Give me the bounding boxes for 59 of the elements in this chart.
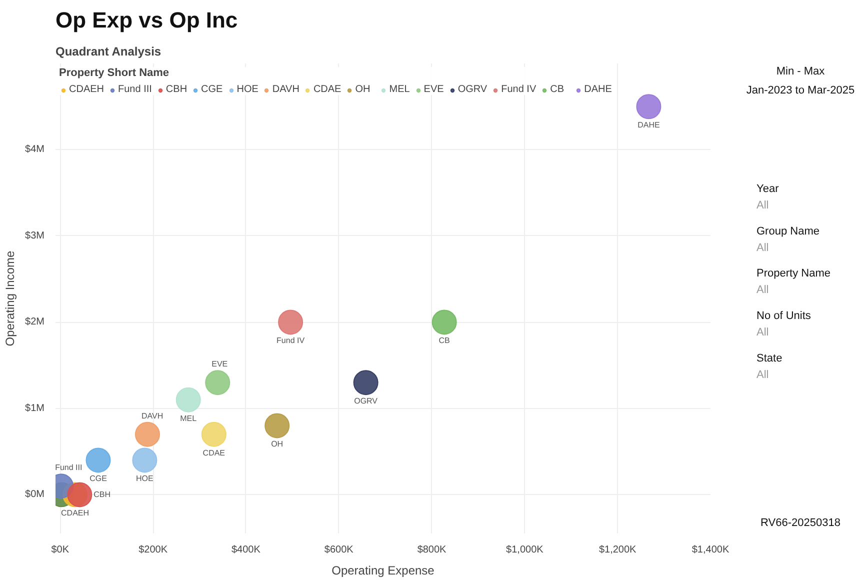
text: CGE bbox=[90, 474, 107, 484]
text: CBH bbox=[94, 490, 111, 500]
legend-label: MEL bbox=[389, 84, 410, 95]
legend-label: Fund IV bbox=[501, 84, 536, 95]
text: DAHE bbox=[638, 120, 660, 130]
y-tick-label: $3M bbox=[25, 230, 44, 242]
y-tick-label: $2M bbox=[25, 316, 44, 328]
text: All bbox=[756, 242, 769, 254]
y-axis-title: Operating Income bbox=[3, 250, 18, 346]
x-tick-label: $200K bbox=[138, 544, 168, 556]
x-tick-label: $800K bbox=[417, 544, 447, 556]
legend-label: EVE bbox=[424, 84, 444, 95]
x-tick-label: $0K bbox=[51, 544, 70, 556]
text: Jan-2023 to Mar-2025 bbox=[746, 84, 855, 96]
x-tick-label: $1,000K bbox=[506, 544, 544, 556]
chart-subtitle: Quadrant Analysis bbox=[56, 44, 162, 58]
text: All bbox=[756, 200, 769, 212]
text: All bbox=[756, 368, 769, 381]
y-tick-label: $0M bbox=[25, 489, 44, 500]
legend-label: CDAE bbox=[313, 84, 342, 95]
text: CDAE bbox=[202, 448, 226, 458]
text: OH bbox=[271, 440, 284, 449]
x-axis-title: Operating Expense bbox=[332, 564, 435, 578]
text: All bbox=[756, 284, 769, 296]
legend-label: CB bbox=[550, 84, 566, 95]
legend-label: CGE bbox=[201, 84, 223, 95]
chart-title: Op Exp vs Op Inc bbox=[56, 8, 238, 32]
text: EVE bbox=[212, 360, 228, 369]
text: HOE bbox=[136, 474, 154, 484]
legend-label: CBH bbox=[166, 84, 188, 95]
text: Property Name bbox=[756, 268, 830, 280]
text: DAVH bbox=[141, 411, 164, 420]
legend-label: Fund III bbox=[118, 84, 152, 95]
text: Fund III bbox=[55, 463, 82, 472]
text: No of Units bbox=[756, 310, 812, 322]
legend-label: DAVH bbox=[272, 84, 300, 95]
text: Year bbox=[756, 183, 780, 196]
text: CB bbox=[438, 336, 450, 346]
text: All bbox=[756, 326, 769, 338]
text: Group Name bbox=[756, 225, 820, 238]
legend-label: OGRV bbox=[458, 84, 488, 95]
x-tick-label: $1,200K bbox=[598, 544, 637, 556]
text: MEL bbox=[180, 414, 197, 423]
y-tick-label: $4M bbox=[25, 144, 44, 156]
legend-label: OH bbox=[355, 84, 372, 95]
x-tick-label: $1,400K bbox=[692, 544, 730, 556]
legend-label: CDAEH bbox=[69, 84, 104, 95]
y-tick-label: $1M bbox=[25, 402, 44, 414]
x-tick-label: $600K bbox=[324, 544, 354, 556]
text: Fund IV bbox=[276, 336, 305, 346]
text: Min - Max bbox=[776, 66, 826, 78]
legend-label: HOE bbox=[236, 84, 258, 95]
text: CDAEH bbox=[61, 508, 90, 518]
legend-label: DAHE bbox=[584, 84, 612, 95]
legend-title: Property Short Name bbox=[59, 67, 170, 79]
text: RV66-20250318 bbox=[760, 516, 840, 529]
x-tick-label: $400K bbox=[232, 544, 261, 556]
text: State bbox=[756, 352, 782, 364]
text: OGRV bbox=[354, 396, 378, 406]
